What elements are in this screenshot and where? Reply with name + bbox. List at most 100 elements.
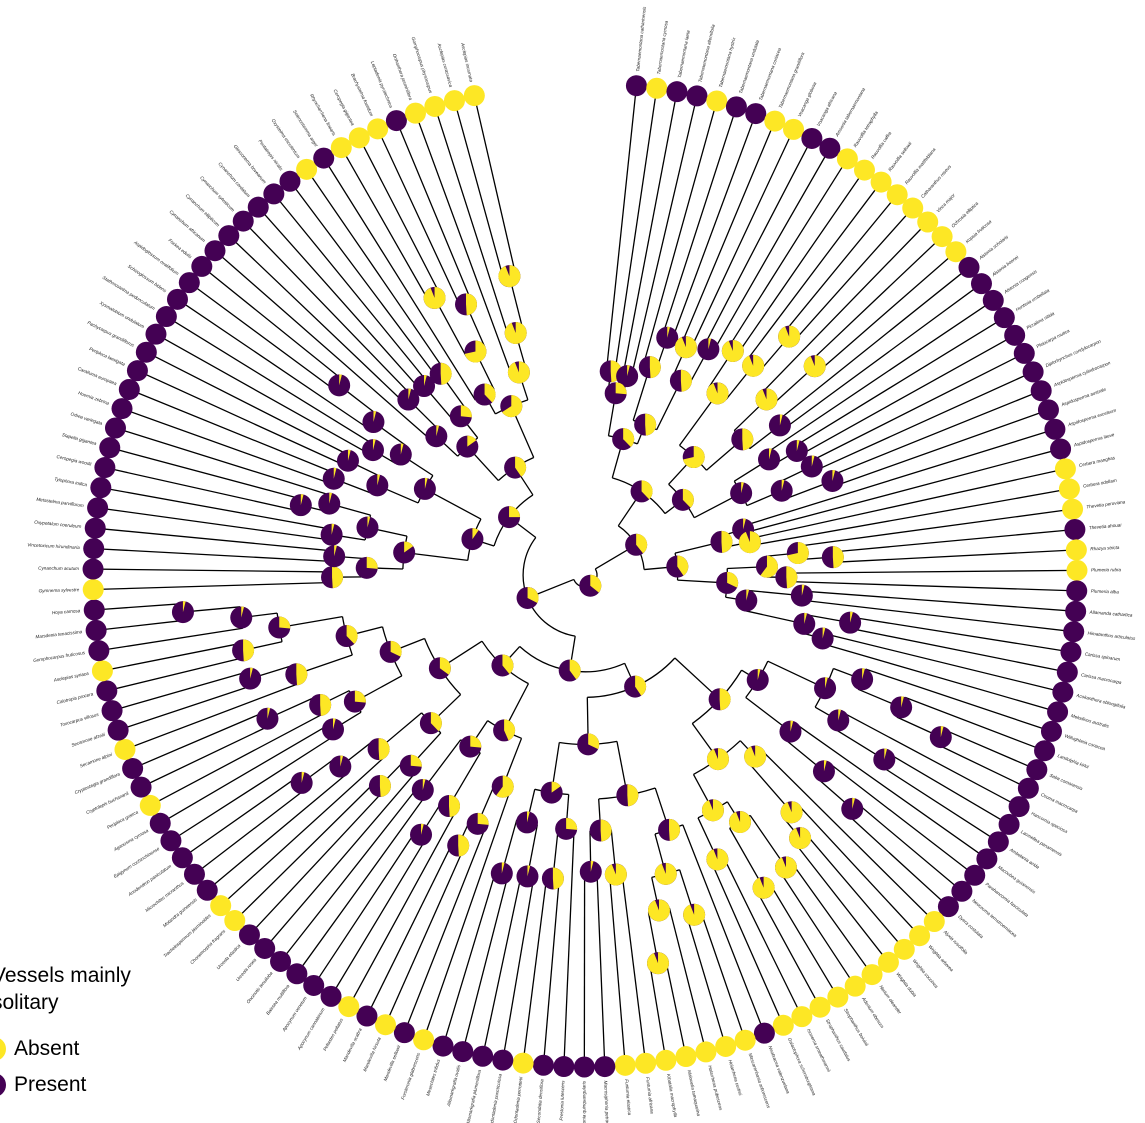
tip-marker [114, 738, 136, 760]
branch-line [257, 206, 421, 390]
tip-label: Willughbeia coriacea [1064, 733, 1106, 751]
tip-marker [1050, 438, 1072, 460]
legend-swatch-absent [0, 1037, 6, 1061]
tip-label: Odontadenia puncticulosa [489, 1073, 503, 1123]
branch-line [622, 91, 678, 376]
tip-marker [764, 110, 786, 132]
tip-label: Motandra guineensis [162, 897, 198, 929]
branch-line [159, 723, 331, 824]
ancestral-state-pie [752, 876, 775, 899]
tip-marker [330, 137, 352, 159]
branch-line [155, 333, 371, 456]
ancestral-state-pie [558, 659, 581, 682]
ancestral-state-pie [516, 811, 539, 834]
ancestral-state-pie [589, 819, 612, 842]
branch-line [621, 873, 647, 1064]
tip-label: Rauvolfia caffra [870, 130, 893, 159]
tip-label: Alstonia boonei [990, 254, 1020, 278]
tip-label: Strophanthus caudatus [825, 1018, 852, 1063]
ancestral-state-pie [814, 677, 837, 700]
ancestral-state-pie [841, 797, 864, 820]
tip-label: Secondatia densiflora [536, 1079, 545, 1123]
tip-marker [210, 895, 232, 917]
ancestral-state-pie [438, 795, 461, 818]
tip-label: Tabernaemontana undulata [738, 39, 760, 94]
tip-marker [635, 1052, 657, 1074]
legend-entry-present: Present [0, 1070, 86, 1100]
tip-label: Solenostemma argel [292, 109, 319, 148]
branch-line [177, 298, 370, 430]
tip-label: Acokanthera oblongifolia [1075, 692, 1126, 709]
branch-line [700, 912, 746, 1041]
tip-marker [1004, 324, 1026, 346]
branch-line [366, 842, 454, 1017]
ancestral-state-pie [786, 541, 809, 564]
tip-label: Xysmalobium undulatum [98, 300, 145, 330]
tip-label: Rauvolfia mattfeldiana [904, 147, 937, 186]
branch-line [661, 106, 738, 337]
tip-marker [917, 211, 939, 233]
tip-label: Couma macrocarpa [1040, 792, 1079, 814]
ancestral-state-pie [721, 339, 744, 362]
tip-marker [1064, 518, 1086, 540]
tip-marker [135, 341, 157, 363]
tip-label: Secamone afzelii [71, 732, 107, 748]
ancestral-state-pie [710, 530, 733, 553]
tip-label: Oncinotis tenuiloba [246, 970, 274, 1004]
tip-label: Mandevilla scabra [342, 1027, 363, 1063]
ancestral-state-pie [455, 293, 478, 316]
tip-marker [937, 896, 959, 918]
tip-marker [385, 110, 407, 132]
ancestral-state-pie [490, 862, 513, 885]
ancestral-state-pie [413, 477, 436, 500]
tip-label: Cynanchum africanum [168, 209, 206, 243]
branch-line [809, 352, 1025, 463]
tip-marker [270, 950, 292, 972]
ancestral-state-pie [612, 428, 635, 451]
ancestral-state-pie [493, 719, 516, 742]
ancestral-state-pie [669, 369, 692, 392]
branch-line [348, 809, 457, 1007]
branch-line [280, 786, 419, 962]
ancestral-state-pie [322, 718, 345, 741]
branch-line [433, 297, 467, 357]
ancestral-state-pie [682, 446, 705, 469]
ancestral-state-pie [410, 823, 433, 846]
ancestral-state-pie [321, 566, 344, 589]
ancestral-state-pie [397, 388, 420, 411]
tip-label: Thevetia peruviana [1086, 499, 1126, 509]
tip-label: Brachystelma foetidum [350, 73, 374, 118]
ancestral-state-pie [491, 654, 514, 677]
tip-label: Orbea variegata [70, 411, 103, 426]
branch-line [102, 642, 242, 672]
tip-marker [303, 974, 325, 996]
tip-marker [931, 226, 953, 248]
ancestral-state-pie [811, 627, 834, 650]
tip-label: Rhyncharrhena linearis [309, 93, 337, 137]
ancestral-state-pie [500, 395, 523, 418]
tip-marker [893, 938, 915, 960]
branch-line [880, 765, 999, 843]
branch-line [741, 428, 1056, 527]
tip-marker [1008, 796, 1030, 818]
tip-label: Aspidosperma laeve [1072, 432, 1115, 448]
tip-label: Carissa spinarum [1084, 651, 1120, 662]
branch-line [776, 266, 970, 422]
tip-label: Diplorhynchus condylocarpon [1045, 338, 1102, 368]
tip-marker [1058, 478, 1080, 500]
branch-line [671, 113, 757, 340]
ancestral-state-pie [336, 449, 359, 472]
tip-marker [91, 660, 113, 682]
tip-marker [625, 75, 647, 97]
tip-label: Pleiocarpa mutica [1036, 328, 1071, 349]
tip-label: Ceropegia woodii [56, 454, 93, 467]
ancestral-state-pie [708, 688, 731, 711]
branch-line [121, 407, 333, 485]
tip-label: Alstonia scholaris [977, 234, 1009, 261]
ancestral-state-pie [389, 443, 412, 466]
tip-marker [1017, 777, 1039, 799]
tip-marker [1066, 580, 1088, 602]
branch-line [97, 507, 331, 541]
tip-marker [404, 102, 426, 124]
